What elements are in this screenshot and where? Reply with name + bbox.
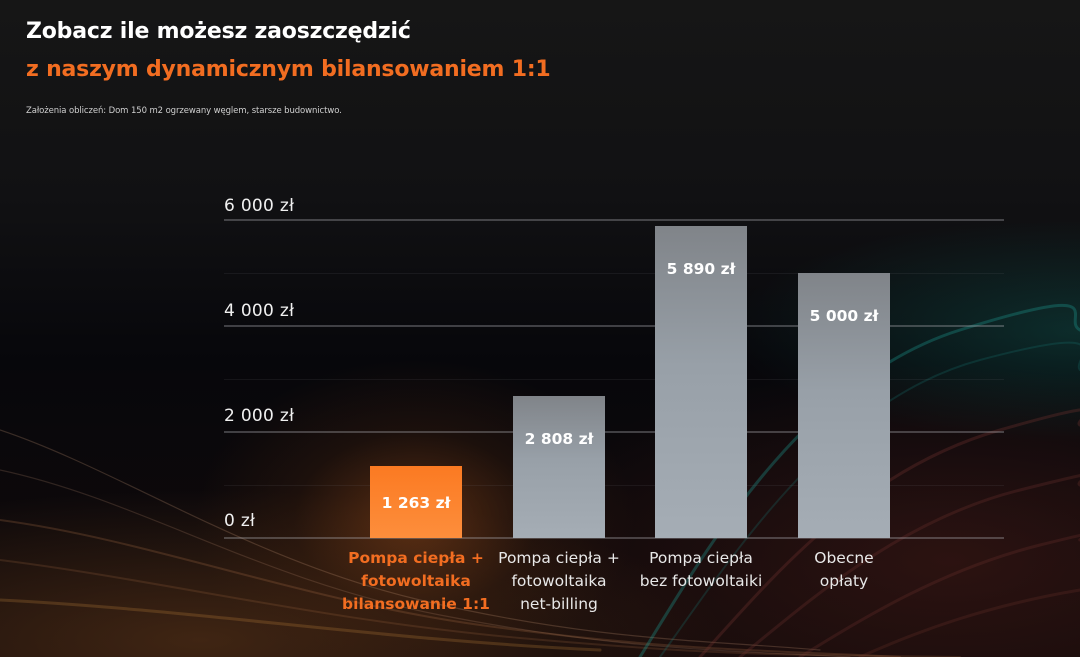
- bar-heat-pump-pv-net-billing: 2 808 zł: [513, 396, 605, 538]
- x-label-line: fotowoltaika: [511, 572, 607, 590]
- calculation-assumptions: Założenia obliczeń: Dom 150 m2 ogrzewany…: [26, 106, 342, 116]
- gridline-0: [224, 537, 1004, 539]
- gridline-minor: [224, 379, 1004, 380]
- x-label-line: bez fotowoltaiki: [639, 572, 763, 590]
- bar-current-costs: 5 000 zł: [798, 273, 890, 538]
- gridline-minor: [224, 485, 1004, 486]
- y-tick-label: 2 000 zł: [224, 406, 295, 426]
- x-label-line: Pompa ciepła +: [348, 549, 484, 567]
- bar-value-label: 5 890 zł: [666, 260, 736, 278]
- x-label-line: opłaty: [819, 572, 869, 590]
- page-title: Zobacz ile możesz zaoszczędzić: [26, 19, 411, 44]
- x-label-line: Pompa ciepła +: [498, 549, 620, 567]
- x-label-line: fotowoltaika: [361, 572, 471, 590]
- y-tick-label: 6 000 zł: [224, 196, 295, 216]
- y-tick-label: 0 zł: [224, 511, 256, 531]
- y-tick-label: 4 000 zł: [224, 301, 295, 321]
- x-label-line: Obecne: [814, 549, 874, 567]
- bar-heat-pump-no-pv: 5 890 zł: [655, 226, 747, 538]
- header: Zobacz ile możesz zaoszczędzić z naszym …: [26, 14, 551, 116]
- gridline-minor: [224, 273, 1004, 274]
- page-subtitle: z naszym dynamicznym bilansowaniem 1:1: [26, 57, 551, 82]
- gridline-4000: [224, 325, 1004, 327]
- bar-value-label: 5 000 zł: [809, 307, 879, 325]
- bar-value-label: 1 263 zł: [381, 494, 451, 512]
- x-label-line: Pompa ciepła: [649, 549, 753, 567]
- gridline-6000: [224, 219, 1004, 221]
- x-label-current-costs: Obecne opłaty: [769, 547, 919, 593]
- x-label-heat-pump-pv-balancing: Pompa ciepła + fotowoltaika bilansowanie…: [341, 547, 491, 616]
- x-label-heat-pump-pv-net-billing: Pompa ciepła + fotowoltaika net-billing: [484, 547, 634, 616]
- gridline-2000: [224, 431, 1004, 433]
- bar-heat-pump-pv-balancing: 1 263 zł: [370, 466, 462, 538]
- x-label-heat-pump-no-pv: Pompa ciepła bez fotowoltaiki: [626, 547, 776, 593]
- x-label-line: bilansowanie 1:1: [342, 595, 490, 613]
- x-label-line: net-billing: [520, 595, 598, 613]
- bar-value-label: 2 808 zł: [524, 430, 594, 448]
